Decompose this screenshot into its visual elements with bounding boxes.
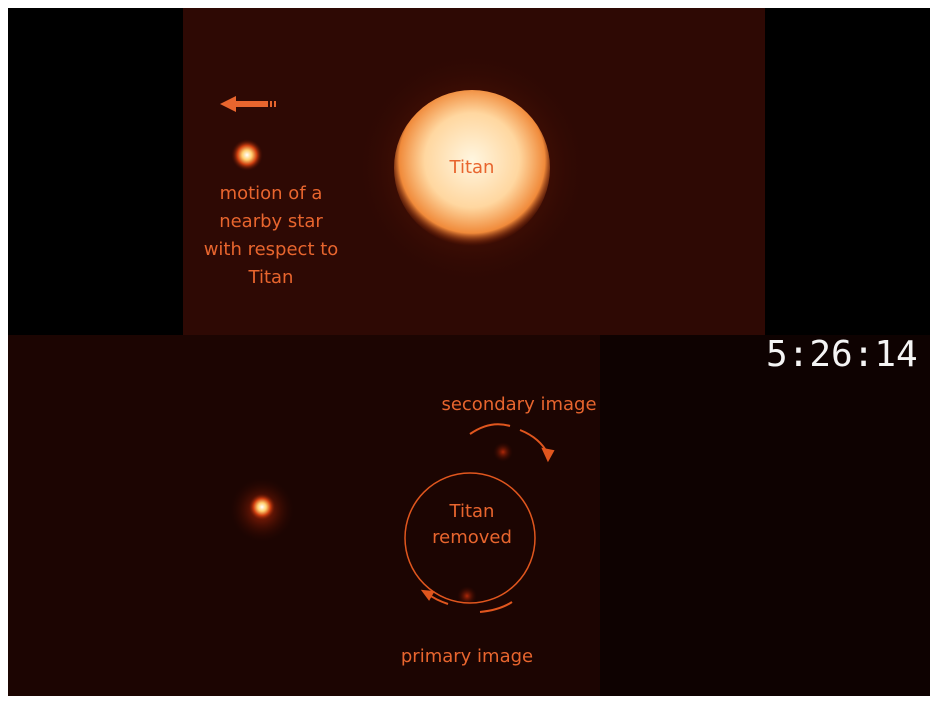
titan-label: Titan [449,157,495,178]
primary-label: primary image [401,646,533,667]
secondary-arrows [469,423,555,463]
bottom-panel-right [600,335,930,696]
star-label-line: with respect to [204,239,339,260]
nearby-star [231,139,263,171]
secondary-image-spot [493,442,513,462]
star-label-line: nearby star [219,211,323,232]
timestamp: 5:26:14 [766,334,918,375]
star-label-line: Titan [248,267,294,288]
removed-label-line: Titan [449,501,495,522]
bottom-star [248,493,276,521]
motion-arrow [220,96,276,112]
primary-arrows [420,589,513,613]
primary-image-spot [457,586,477,606]
removed-circle [404,472,536,604]
removed-label-line: removed [432,527,512,548]
secondary-label: secondary image [441,394,596,415]
titan-disk [394,90,550,246]
star-label: motion of a nearby star with respect to … [204,183,339,288]
star-label-line: motion of a [220,183,323,204]
